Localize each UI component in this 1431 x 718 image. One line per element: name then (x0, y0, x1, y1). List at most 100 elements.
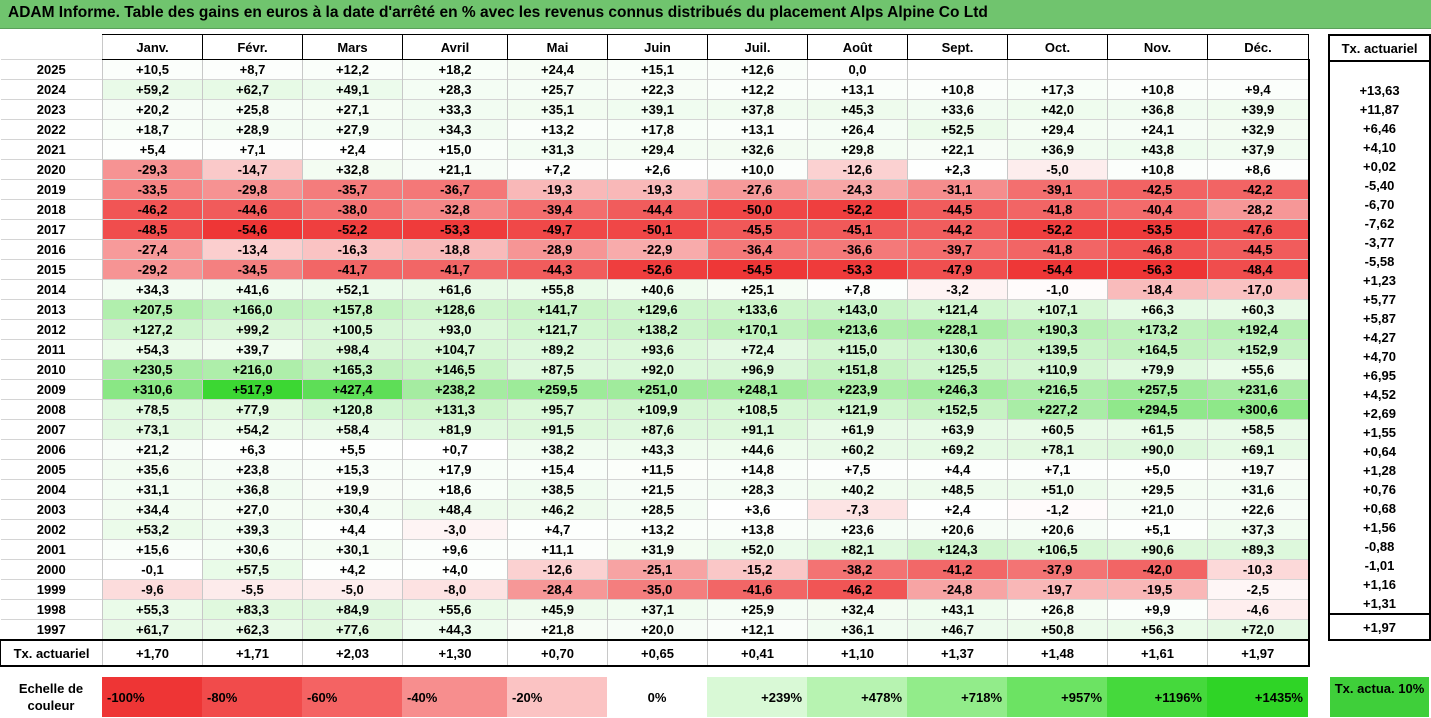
year-cell: 2025 (0, 59, 103, 80)
gain-cell: +33,3 (402, 99, 508, 120)
gain-cell: -28,9 (507, 239, 608, 260)
month-header: Oct. (1007, 34, 1108, 60)
summary-cell: +1,71 (202, 639, 303, 667)
gain-cell: +20,0 (607, 619, 708, 640)
gain-cell: +11,1 (507, 539, 608, 560)
gain-cell: +34,3 (102, 279, 203, 300)
legend-label: Echelle de couleur (18, 681, 84, 713)
gain-cell: +26,8 (1007, 599, 1108, 620)
gain-cell: +125,5 (907, 359, 1008, 380)
gain-cell: +121,4 (907, 299, 1008, 320)
gain-cell: +9,4 (1207, 79, 1309, 100)
gain-cell: -19,3 (607, 179, 708, 200)
rate-row: +0,76 (1328, 480, 1431, 499)
table-row: 2001 +15,6 +30,6 +30,1 +9,6 +11,1 +31,9 +52,0 +8… (0, 539, 1309, 560)
gain-cell: +13,8 (707, 519, 808, 540)
year-cell: 2002 (0, 519, 103, 540)
legend-step: +1435% (1207, 677, 1308, 717)
gain-cell: +5,4 (102, 139, 203, 160)
year-cell: 1999 (0, 579, 103, 600)
gain-cell: -56,3 (1107, 259, 1208, 280)
gain-cell: +36,8 (202, 479, 303, 500)
gain-cell: +227,2 (1007, 399, 1108, 420)
gain-cell: -53,3 (402, 219, 508, 240)
gain-cell: +10,8 (1107, 79, 1208, 100)
table-row: 2000 -0,1 +57,5 +4,2 +4,0 -12,6 -25,1 -15,2 -38,… (0, 559, 1309, 580)
legend-rate-label: Tx. actua. 10% (1334, 681, 1425, 696)
gain-cell: +36,9 (1007, 139, 1108, 160)
year-cell: 2004 (0, 479, 103, 500)
month-header: Juil. (707, 34, 808, 60)
corner-cell (0, 34, 103, 60)
gain-cell: -38,0 (302, 199, 403, 220)
gain-cell: +3,6 (707, 499, 808, 520)
rate-cell: -3,77 (1328, 233, 1431, 252)
gain-cell: +52,0 (707, 539, 808, 560)
summary-cell: +1,37 (907, 639, 1008, 667)
gain-cell: +5,0 (1107, 459, 1208, 480)
gain-cell: +31,1 (102, 479, 203, 500)
gain-cell: -15,2 (707, 559, 808, 580)
gain-cell: +143,0 (807, 299, 908, 320)
gain-cell: -13,4 (202, 239, 303, 260)
gain-cell: +124,3 (907, 539, 1008, 560)
gain-cell: +20,6 (1007, 519, 1108, 540)
gain-cell: +96,9 (707, 359, 808, 380)
table-row: 2023 +20,2 +25,8 +27,1 +33,3 +35,1 +39,1 +37,8 +… (0, 99, 1309, 120)
year-cell: 2012 (0, 319, 103, 340)
gain-cell: +5,5 (302, 439, 403, 460)
rate-cell (1328, 61, 1431, 81)
gain-cell: +72,4 (707, 339, 808, 360)
gain-cell: +46,7 (907, 619, 1008, 640)
color-scale-legend: Echelle de couleur -100% -80% -60% -40% -20%… (0, 677, 1308, 717)
gain-cell: -46,2 (807, 579, 908, 600)
gain-cell: -19,5 (1107, 579, 1208, 600)
gain-cell: +12,2 (302, 59, 403, 80)
rate-row: -7,62 (1328, 214, 1431, 233)
table-row: 2018 -46,2 -44,6 -38,0 -32,8 -39,4 -44,4 -50,0-… (0, 199, 1309, 220)
gain-cell: +9,6 (402, 539, 508, 560)
gain-cell: +35,6 (102, 459, 203, 480)
gain-cell: +84,9 (302, 599, 403, 620)
gain-cell: -46,8 (1107, 239, 1208, 260)
gain-cell: +82,1 (807, 539, 908, 560)
gain-cell: +69,2 (907, 439, 1008, 460)
rate-row (1328, 61, 1431, 81)
gain-cell: +9,9 (1107, 599, 1208, 620)
gain-cell: -28,2 (1207, 199, 1309, 220)
gain-cell: +26,4 (807, 119, 908, 140)
rate-cell: +0,64 (1328, 442, 1431, 461)
gain-cell: +21,8 (507, 619, 608, 640)
gain-cell: +4,7 (507, 519, 608, 540)
gain-cell: +51,0 (1007, 479, 1108, 500)
gain-cell: +30,1 (302, 539, 403, 560)
month-header: Déc. (1207, 34, 1309, 60)
gain-cell: +61,6 (402, 279, 508, 300)
gain-cell: -47,9 (907, 259, 1008, 280)
gain-cell: +121,9 (807, 399, 908, 420)
gain-cell: -5,0 (302, 579, 403, 600)
gain-cell: +294,5 (1107, 399, 1208, 420)
gain-cell: -22,9 (607, 239, 708, 260)
gain-cell: +21,0 (1107, 499, 1208, 520)
gain-cell: +29,4 (1007, 119, 1108, 140)
month-header: Nov. (1107, 34, 1208, 60)
gain-cell: +62,7 (202, 79, 303, 100)
gain-cell: +27,0 (202, 499, 303, 520)
year-cell: 2008 (0, 399, 103, 420)
gain-cell: +55,6 (1207, 359, 1309, 380)
gain-cell: +4,0 (402, 559, 508, 580)
gain-cell: -44,2 (907, 219, 1008, 240)
rate-cell: +13,63 (1328, 81, 1431, 100)
rate-cell: -5,58 (1328, 252, 1431, 271)
gain-cell: +192,4 (1207, 319, 1309, 340)
summary-cell: +1,30 (402, 639, 508, 667)
gain-cell: +32,4 (807, 599, 908, 620)
gain-cell: -8,0 (402, 579, 508, 600)
rate-cell: +0,02 (1328, 157, 1431, 176)
gain-cell: +36,1 (807, 619, 908, 640)
month-header: Août (807, 34, 908, 60)
gain-cell: +15,1 (607, 59, 708, 80)
summary-cell: +1,48 (1007, 639, 1108, 667)
gain-cell: +78,5 (102, 399, 203, 420)
